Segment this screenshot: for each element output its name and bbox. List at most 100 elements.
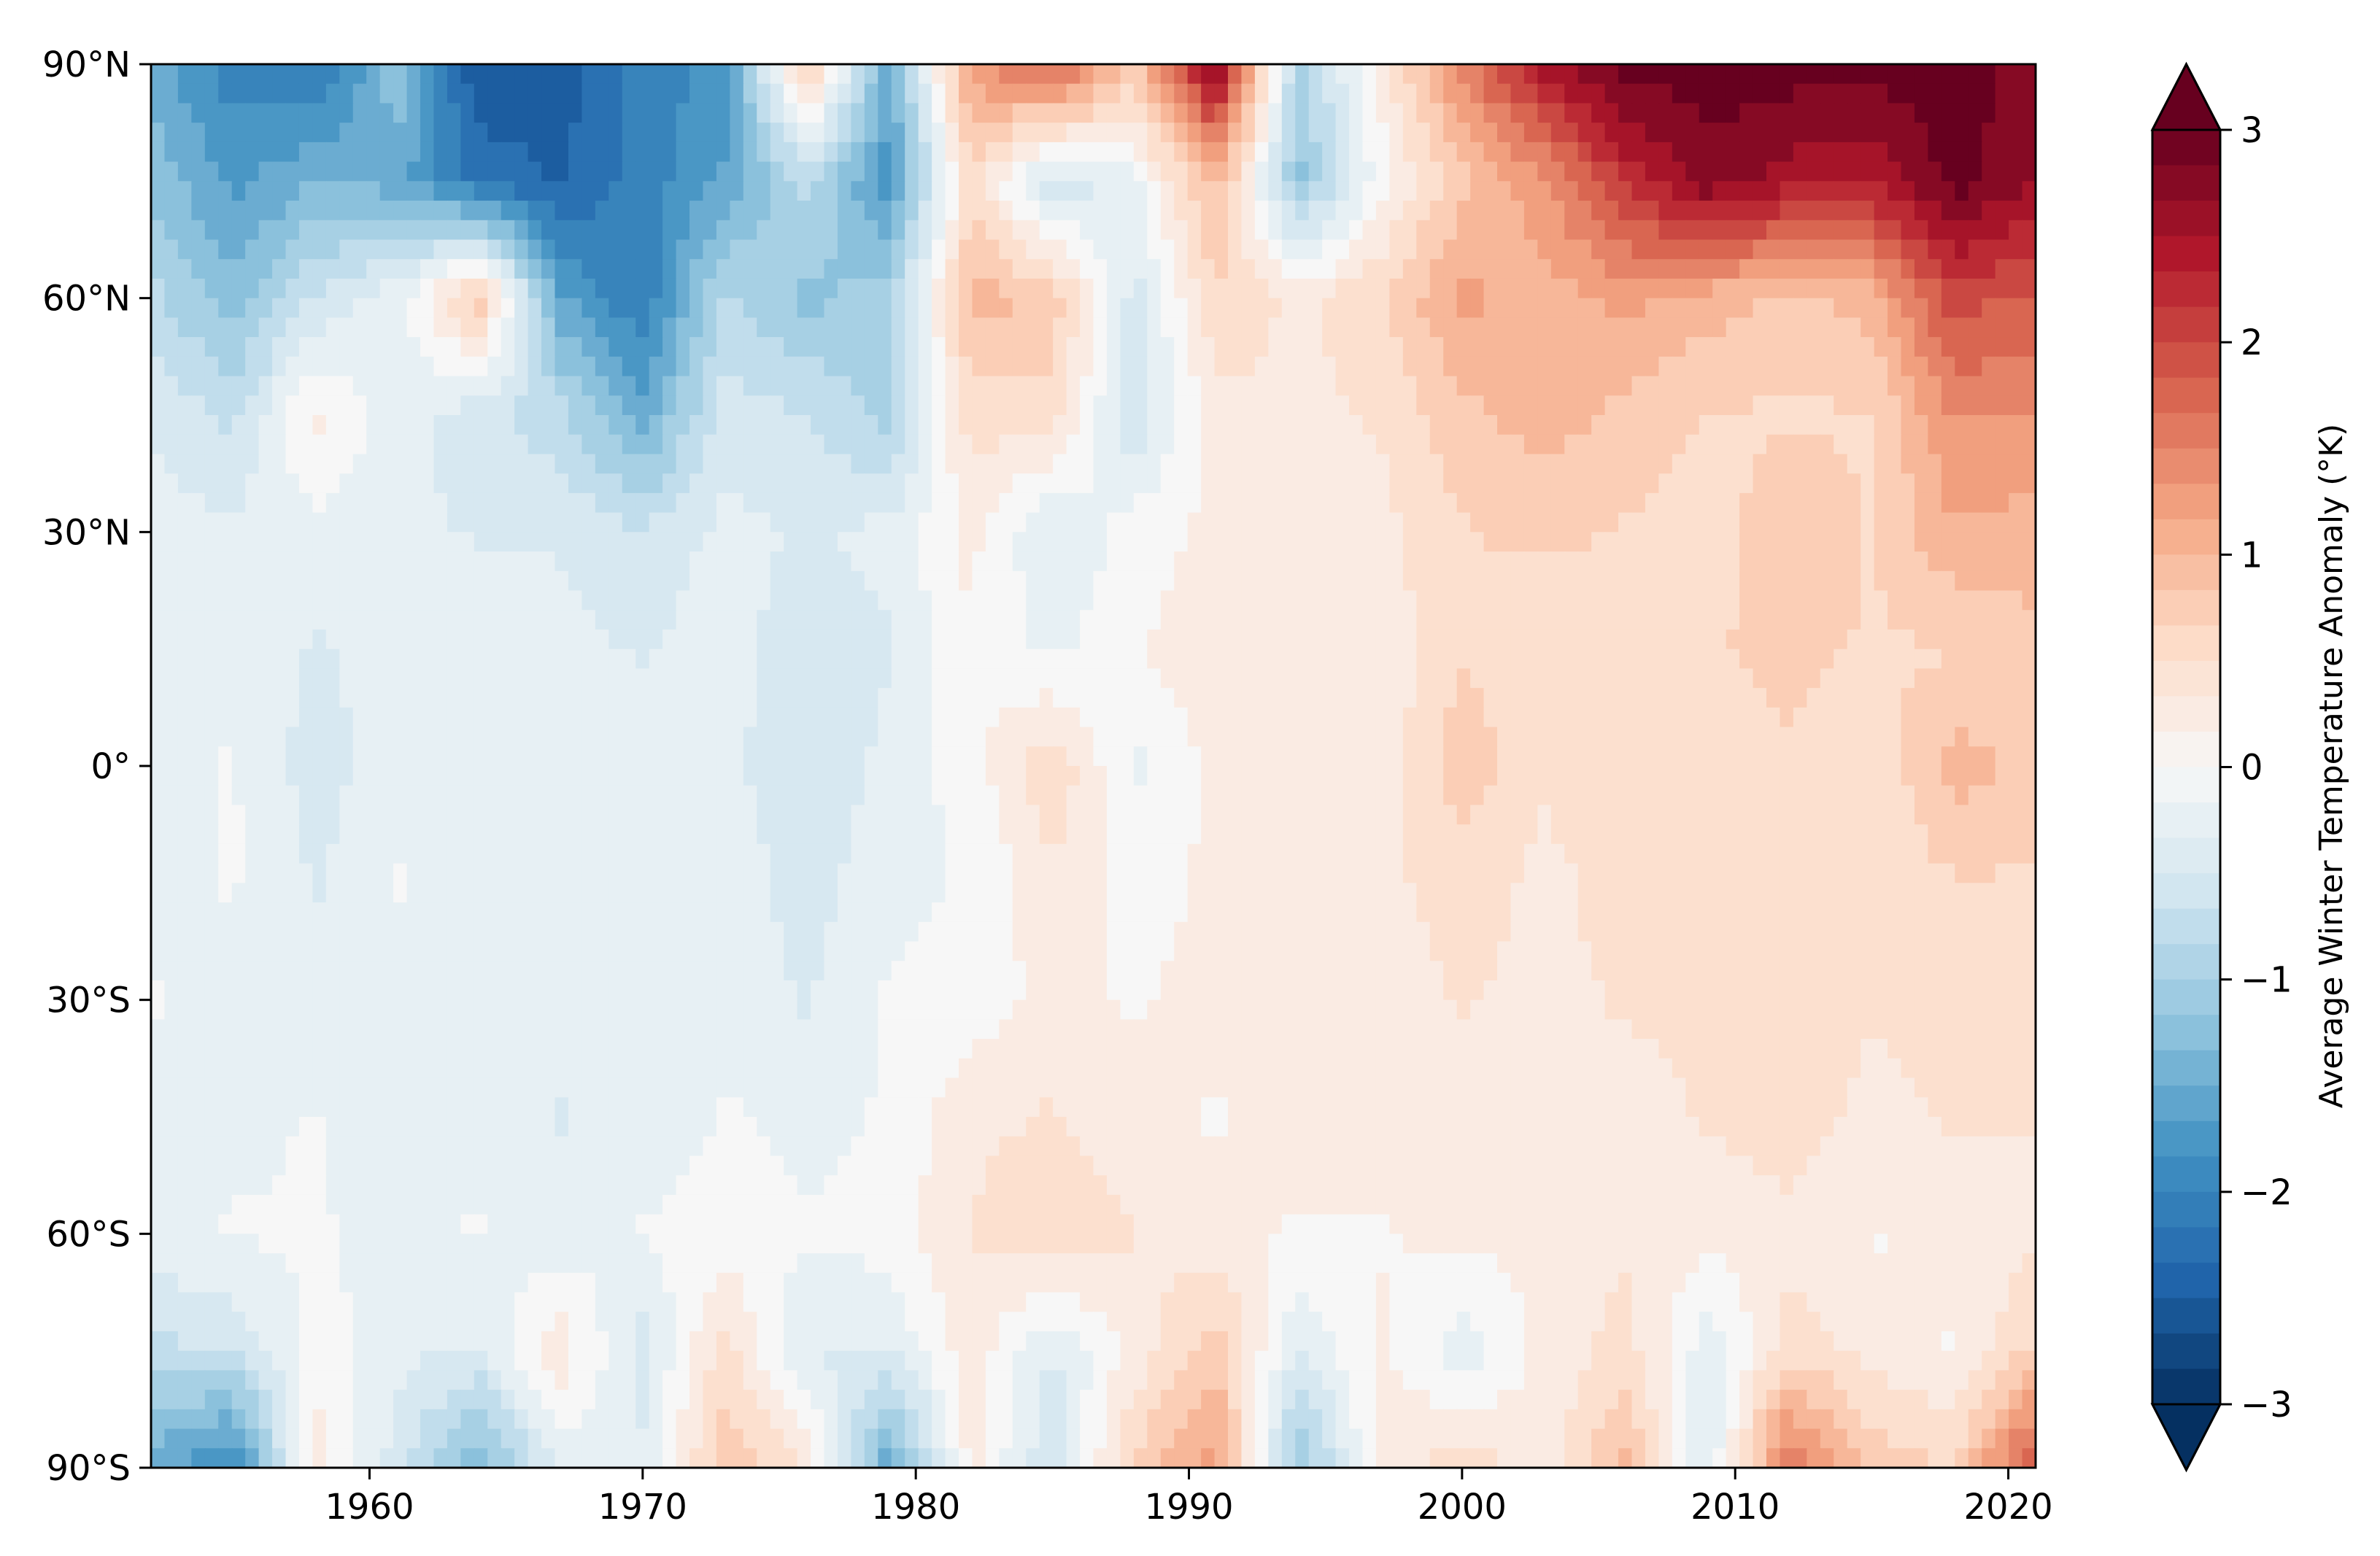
heatmap-cell bbox=[1026, 512, 1040, 533]
heatmap-cell bbox=[231, 434, 246, 455]
heatmap-cell bbox=[1793, 123, 1808, 143]
heatmap-cell bbox=[905, 317, 919, 338]
heatmap-cell bbox=[258, 259, 273, 279]
heatmap-cell bbox=[1955, 668, 1969, 689]
heatmap-cell bbox=[985, 337, 1000, 357]
heatmap-cell bbox=[1591, 512, 1606, 533]
heatmap-cell bbox=[716, 746, 731, 767]
heatmap-cell bbox=[1120, 259, 1135, 279]
heatmap-cell bbox=[689, 707, 704, 728]
heatmap-cell bbox=[1106, 64, 1121, 85]
heatmap-cell bbox=[1349, 532, 1364, 552]
heatmap-cell bbox=[1201, 590, 1216, 611]
heatmap-cell bbox=[1766, 473, 1781, 494]
heatmap-cell bbox=[918, 83, 932, 104]
heatmap-cell bbox=[1793, 142, 1808, 163]
heatmap-cell bbox=[1174, 201, 1189, 221]
heatmap-cell bbox=[1672, 727, 1687, 748]
heatmap-cell bbox=[528, 64, 542, 85]
heatmap-cell bbox=[1847, 434, 1861, 455]
heatmap-cell bbox=[1995, 415, 2009, 436]
heatmap-cell bbox=[312, 629, 327, 650]
heatmap-cell bbox=[985, 570, 1000, 592]
heatmap-cell bbox=[1928, 317, 1942, 338]
heatmap-cell bbox=[1537, 239, 1552, 260]
heatmap-cell bbox=[420, 570, 435, 592]
heatmap-cell bbox=[474, 629, 489, 650]
heatmap-cell bbox=[514, 512, 529, 533]
heatmap-cell bbox=[1470, 473, 1485, 494]
heatmap-cell bbox=[191, 142, 206, 163]
heatmap-cell bbox=[635, 570, 650, 592]
heatmap-cell bbox=[325, 161, 341, 182]
heatmap-cell bbox=[352, 512, 367, 533]
heatmap-cell bbox=[1537, 395, 1552, 416]
heatmap-cell bbox=[811, 123, 825, 143]
heatmap-cell bbox=[258, 220, 273, 241]
heatmap-cell bbox=[891, 570, 905, 592]
heatmap-cell bbox=[245, 259, 260, 279]
heatmap-cell bbox=[1470, 259, 1485, 279]
heatmap-cell bbox=[716, 590, 731, 611]
heatmap-cell bbox=[905, 415, 919, 436]
heatmap-cell bbox=[420, 551, 435, 572]
heatmap-cell bbox=[151, 376, 166, 397]
heatmap-cell bbox=[177, 746, 193, 767]
heatmap-cell bbox=[608, 298, 623, 319]
heatmap-cell bbox=[595, 570, 610, 592]
heatmap-cell bbox=[770, 142, 784, 163]
heatmap-cell bbox=[743, 532, 758, 552]
heatmap-cell bbox=[1658, 123, 1673, 143]
heatmap-cell bbox=[1847, 532, 1861, 552]
heatmap-cell bbox=[1618, 64, 1633, 85]
heatmap-cell bbox=[406, 161, 421, 182]
heatmap-cell bbox=[312, 83, 327, 104]
heatmap-cell bbox=[1160, 220, 1175, 241]
heatmap-cell bbox=[339, 727, 354, 748]
heatmap-cell bbox=[1026, 688, 1040, 708]
heatmap-cell bbox=[1241, 434, 1256, 455]
heatmap-cell bbox=[1726, 707, 1740, 728]
heatmap-cell bbox=[1874, 103, 1888, 123]
heatmap-cell bbox=[460, 434, 475, 455]
heatmap-cell bbox=[1470, 707, 1485, 728]
heatmap-cell bbox=[514, 590, 529, 611]
heatmap-cell bbox=[1888, 123, 1902, 143]
heatmap-cell bbox=[1106, 376, 1121, 397]
heatmap-cell bbox=[339, 201, 354, 221]
heatmap-cell bbox=[864, 570, 879, 592]
heatmap-cell bbox=[1133, 473, 1148, 494]
heatmap-cell bbox=[1712, 317, 1727, 338]
heatmap-cell bbox=[1349, 610, 1364, 630]
heatmap-cell bbox=[501, 649, 515, 670]
heatmap-cell bbox=[1941, 610, 1956, 630]
heatmap-cell bbox=[379, 570, 394, 592]
heatmap-cell bbox=[528, 629, 542, 650]
heatmap-cell bbox=[999, 727, 1013, 748]
heatmap-cell bbox=[891, 142, 905, 163]
heatmap-cell bbox=[959, 688, 973, 708]
heatmap-cell bbox=[1604, 668, 1619, 689]
heatmap-cell bbox=[1133, 161, 1148, 182]
heatmap-cell bbox=[272, 532, 287, 552]
heatmap-cell bbox=[703, 161, 717, 182]
heatmap-cell bbox=[1106, 142, 1121, 163]
heatmap-cell bbox=[1807, 668, 1821, 689]
heatmap-cell bbox=[1834, 220, 1848, 241]
heatmap-cell bbox=[1416, 473, 1431, 494]
heatmap-cell bbox=[1577, 707, 1592, 728]
heatmap-cell bbox=[1443, 201, 1458, 221]
heatmap-cell bbox=[1174, 473, 1189, 494]
heatmap-cell bbox=[1053, 727, 1067, 748]
heatmap-cell bbox=[218, 434, 233, 455]
heatmap-cell bbox=[447, 298, 462, 319]
heatmap-cell bbox=[191, 668, 206, 689]
heatmap-cell bbox=[1335, 259, 1350, 279]
heatmap-cell bbox=[460, 395, 475, 416]
heatmap-cell bbox=[1604, 415, 1619, 436]
heatmap-cell bbox=[1968, 201, 1982, 221]
heatmap-cell bbox=[635, 492, 650, 514]
heatmap-cell bbox=[1039, 201, 1054, 221]
heatmap-cell bbox=[1039, 551, 1054, 572]
heatmap-cell bbox=[379, 356, 394, 377]
